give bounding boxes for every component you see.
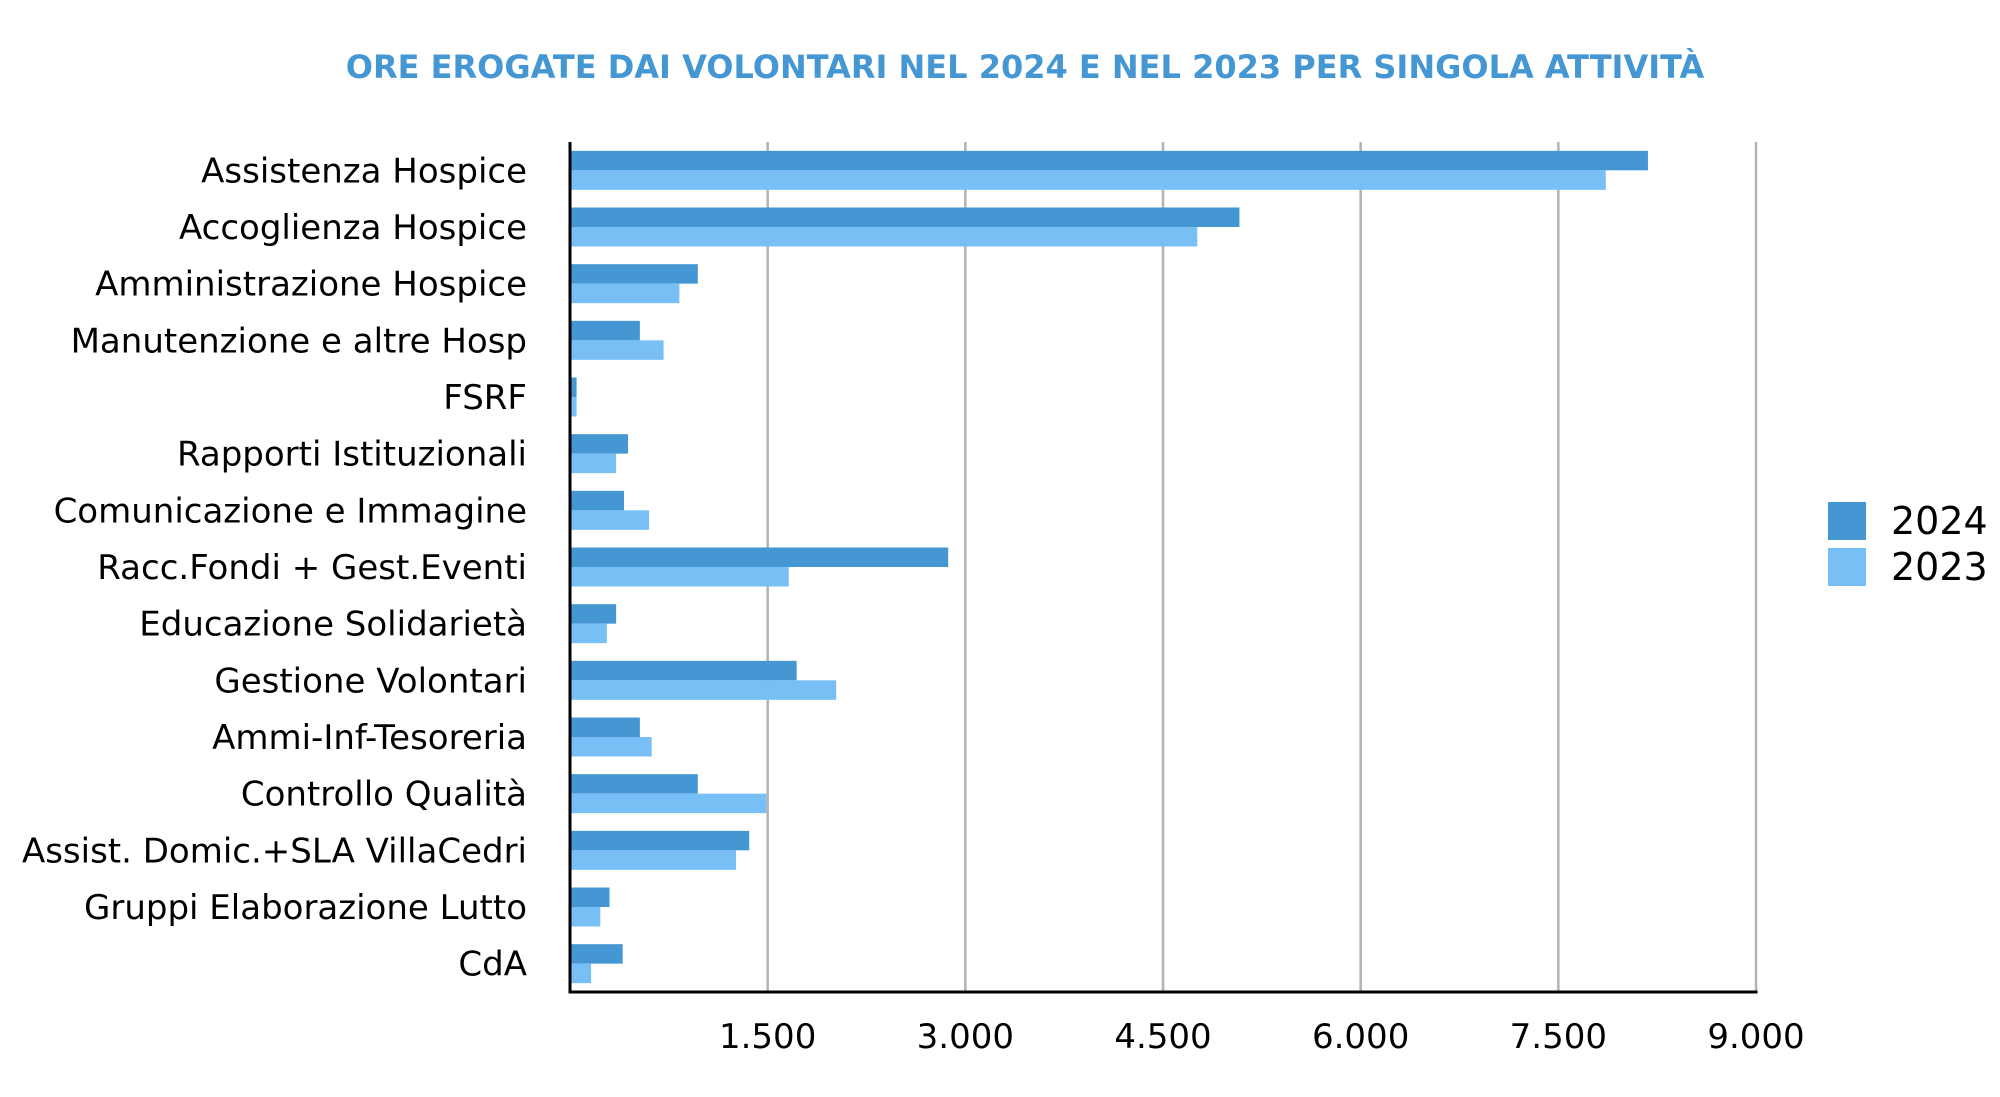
bar-2023-assistenza-hospice: [570, 170, 1606, 190]
chart-title: ORE EROGATE DAI VOLONTARI NEL 2024 E NEL…: [346, 48, 1705, 86]
legend-label-2024: 2024: [1891, 499, 1988, 543]
bar-2024-amministrazione-hospice: [570, 264, 698, 284]
category-label-gestione-volontari: Gestione Volontari: [214, 661, 527, 701]
bar-2024-cda: [570, 944, 623, 964]
category-label-rapporti-istituzionali: Rapporti Istituzionali: [177, 435, 527, 475]
bar-2023-amministrazione-hospice: [570, 283, 680, 304]
bar-2024-racc-fondi-gest-eventi: [570, 547, 949, 567]
bar-2023-comunicazione-e-immagine: [570, 510, 650, 530]
bar-2024-assistenza-hospice: [570, 150, 1648, 171]
category-label-ammi-inf-tesoreria: Ammi-Inf-Tesoreria: [212, 718, 527, 758]
bar-2023-gruppi-elaborazione-lutto: [570, 907, 601, 927]
grid-lines: [766, 142, 1758, 992]
category-label-gruppi-elaborazione-lutto: Gruppi Elaborazione Lutto: [84, 888, 527, 928]
category-label-accoglienza-hospice: Accoglienza Hospice: [179, 208, 527, 248]
category-label-educazione-solidariet: Educazione Solidarietà: [139, 605, 527, 645]
category-label-manutenzione-e-altre-hosp: Manutenzione e altre Hosp: [71, 321, 527, 361]
bar-2023-accoglienza-hospice: [570, 227, 1198, 247]
x-tick-label: 4.500: [1114, 1017, 1211, 1057]
category-label-comunicazione-e-immagine: Comunicazione e Immagine: [54, 491, 527, 531]
bar-2023-manutenzione-e-altre-hosp: [570, 340, 664, 360]
category-label-racc-fondi-gest-eventi: Racc.Fondi + Gest.Eventi: [97, 548, 527, 588]
x-tick-label: 1.500: [719, 1017, 816, 1057]
bar-2024-fsrf: [570, 377, 577, 397]
bar-2023-fsrf: [570, 397, 577, 417]
category-label-assist-domic-sla-villacedri: Assist. Domic.+SLA VillaCedri: [22, 831, 527, 871]
x-tick-label: 9.000: [1707, 1017, 1804, 1057]
bar-2023-racc-fondi-gest-eventi: [570, 567, 789, 587]
category-label-controllo-qualit: Controllo Qualità: [241, 775, 527, 815]
bar-2024-gestione-volontari: [570, 660, 797, 681]
bar-2023-ammi-inf-tesoreria: [570, 737, 652, 757]
bar-2023-assist-domic-sla-villacedri: [570, 850, 737, 870]
bar-2023-educazione-solidariet: [570, 623, 607, 644]
bar-2024-rapporti-istituzionali: [570, 434, 628, 454]
x-tick-label: 6.000: [1312, 1017, 1409, 1057]
category-label-fsrf: FSRF: [443, 378, 527, 418]
x-tick-labels: 1.500 3.000 4.500 6.000 7.500 9.000: [719, 1017, 1805, 1057]
legend-swatch-2024: [1828, 502, 1866, 540]
category-label-cda: CdA: [458, 945, 527, 985]
legend-swatch-2023: [1828, 548, 1866, 586]
bar-2024-ammi-inf-tesoreria: [570, 717, 640, 737]
bar-2023-rapporti-istituzionali: [570, 453, 617, 474]
bar-2024-accoglienza-hospice: [570, 207, 1240, 227]
bar-2024-manutenzione-e-altre-hosp: [570, 320, 640, 341]
bar-2024-assist-domic-sla-villacedri: [570, 830, 750, 851]
axes: [568, 142, 1758, 994]
bar-2024-gruppi-elaborazione-lutto: [570, 887, 610, 907]
legend-label-2023: 2023: [1891, 545, 1988, 589]
bar-2024-comunicazione-e-immagine: [570, 490, 625, 511]
bar-2024-educazione-solidariet: [570, 604, 617, 624]
x-tick-label: 3.000: [917, 1017, 1014, 1057]
bar-2023-gestione-volontari: [570, 680, 837, 700]
bars: [570, 150, 1648, 984]
x-tick-label: 7.500: [1510, 1017, 1607, 1057]
category-labels: Assistenza Hospice Accoglienza Hospice Amm…: [22, 151, 527, 984]
category-label-amministrazione-hospice: Amministrazione Hospice: [95, 265, 527, 305]
category-label-assistenza-hospice: Assistenza Hospice: [201, 151, 527, 191]
bar-2024-controllo-qualit: [570, 774, 698, 794]
bar-2023-cda: [570, 963, 592, 984]
bar-2023-controllo-qualit: [570, 793, 767, 814]
